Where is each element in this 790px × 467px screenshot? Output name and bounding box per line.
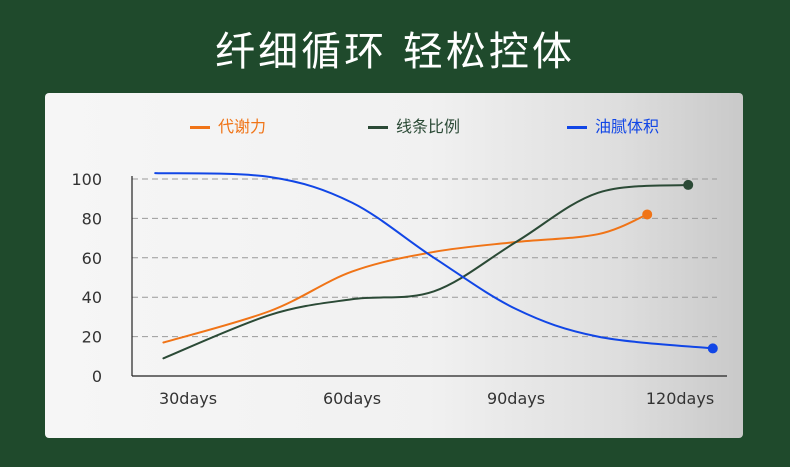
y-tick-label: 0 <box>92 367 102 386</box>
legend-label-metabolism: 代谢力 <box>218 117 267 136</box>
legend-item-metabolism[interactable]: 代谢力 <box>190 117 266 137</box>
y-axis-ticks: 0 20 40 60 80 100 <box>71 170 102 386</box>
legend-swatch-line-ratio <box>368 125 388 129</box>
series-line-metabolism <box>162 213 649 344</box>
x-tick-label: 60days <box>323 389 381 408</box>
legend-label-line-ratio: 线条比例 <box>396 117 461 136</box>
series-line-body-fat <box>154 172 714 350</box>
legend-swatch-metabolism <box>190 125 210 129</box>
chart-card: 代谢力 线条比例 油腻体积 0 20 40 60 80 100 30days 60days 9… <box>45 93 743 438</box>
y-tick-label: 80 <box>82 209 102 228</box>
y-tick-label: 60 <box>82 249 102 268</box>
x-tick-label: 120days <box>646 389 714 408</box>
series-line-line-ratio <box>162 183 690 360</box>
series-lines <box>154 172 718 360</box>
line-chart: 0 20 40 60 80 100 30days 60days 90days 120days <box>71 170 727 408</box>
y-tick-label: 100 <box>71 170 102 189</box>
x-axis-ticks: 30days 60days 90days 120days <box>159 389 714 408</box>
x-tick-label: 90days <box>487 389 545 408</box>
y-tick-label: 20 <box>82 328 102 347</box>
grid-lines <box>132 178 717 338</box>
legend-label-body-fat: 油腻体积 <box>595 117 660 136</box>
page-title: 纤细循环 轻松控体 <box>215 29 575 75</box>
series-end-marker-line-ratio <box>683 179 694 190</box>
legend-item-body-fat[interactable]: 油腻体积 <box>567 117 659 137</box>
legend-swatch-body-fat <box>567 125 587 129</box>
series-end-marker-metabolism <box>642 209 653 220</box>
series-end-marker-body-fat <box>707 343 718 354</box>
x-tick-label: 30days <box>159 389 217 408</box>
legend-item-line-ratio[interactable]: 线条比例 <box>368 117 460 137</box>
y-tick-label: 40 <box>82 288 102 307</box>
